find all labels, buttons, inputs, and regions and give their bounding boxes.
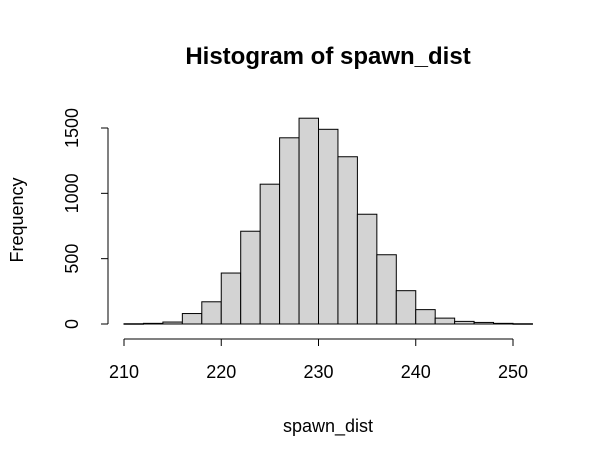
y-tick-label: 1500 [62, 108, 82, 148]
histogram-bar [512, 323, 533, 325]
histogram-bar [298, 117, 319, 325]
histogram-bar [473, 321, 495, 325]
x-axis: 210 220 230 240 250 [109, 338, 528, 382]
histogram-bar [376, 254, 397, 325]
histogram-bar [337, 156, 358, 325]
y-tick-label: 500 [62, 244, 82, 274]
histogram-bar [123, 323, 144, 325]
histogram-bar [415, 309, 436, 325]
y-axis: 0 500 1000 1500 [62, 108, 109, 329]
chart-title: Histogram of spawn_dist [185, 43, 470, 70]
histogram-bar [220, 272, 242, 325]
histogram-bar [240, 230, 261, 325]
y-tick-label: 0 [62, 319, 82, 329]
x-tick-label: 250 [498, 362, 528, 382]
x-tick-label: 210 [109, 362, 139, 382]
histogram-bar [259, 183, 281, 325]
bars-group [123, 117, 533, 325]
y-tick-label: 1000 [62, 173, 82, 213]
histogram-bar [279, 137, 300, 325]
x-tick-label: 220 [206, 362, 236, 382]
histogram-bar [181, 313, 203, 325]
x-axis-label: spawn_dist [283, 416, 373, 437]
histogram-bar [201, 301, 222, 325]
y-axis-label: Frequency [7, 177, 27, 262]
histogram-bar [493, 322, 514, 325]
histogram-bar [356, 213, 378, 325]
histogram-bar [454, 320, 475, 325]
x-tick-label: 240 [401, 362, 431, 382]
histogram-bar [395, 290, 417, 325]
histogram-bar [142, 322, 164, 325]
histogram-bar [434, 317, 456, 325]
histogram-bar [318, 128, 339, 325]
histogram-bar [162, 321, 183, 325]
x-tick-label: 230 [303, 362, 333, 382]
